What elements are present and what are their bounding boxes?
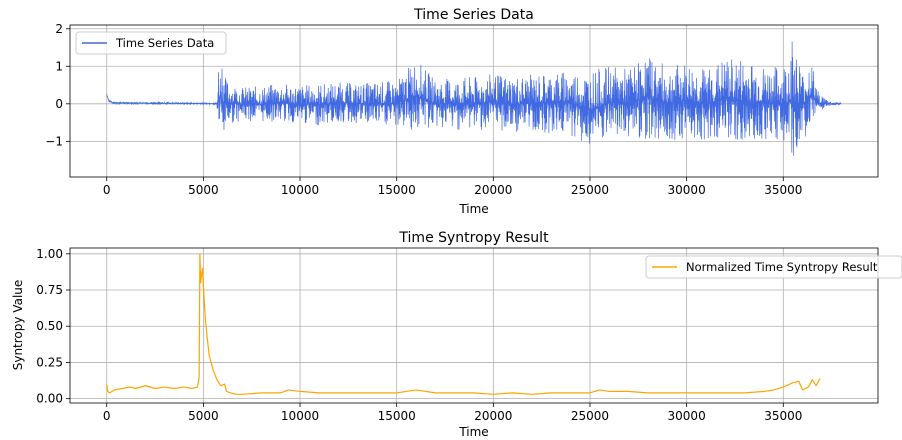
y-tick-label: 0.50 bbox=[36, 319, 63, 333]
x-tick-label: 15000 bbox=[378, 183, 416, 197]
x-ticks: 0 5000 10000 15000 20000 25000 30000 35000 bbox=[103, 403, 802, 423]
legend: Normalized Time Syntropy Result bbox=[645, 255, 902, 279]
x-tick-label: 15000 bbox=[378, 409, 416, 423]
x-tick-label: 20000 bbox=[474, 183, 512, 197]
legend: Time Series Data bbox=[75, 31, 227, 55]
legend-box bbox=[645, 255, 902, 279]
y-tick-label: 1.00 bbox=[36, 247, 63, 261]
legend-box bbox=[75, 31, 227, 55]
y-tick-label: 0.75 bbox=[36, 283, 63, 297]
y-ticks: 2 1 0 −1 bbox=[45, 22, 70, 148]
x-axis-label: Time bbox=[458, 425, 488, 439]
time-series-axes: 0 5000 10000 15000 20000 25000 30000 35000 2 1 0 −… bbox=[45, 7, 879, 216]
x-tick-label: 0 bbox=[103, 183, 111, 197]
syntropy-axes: 0 5000 10000 15000 20000 25000 30000 35000 1.00… bbox=[11, 230, 902, 439]
x-tick-label: 10000 bbox=[281, 183, 319, 197]
x-axis-label: Time bbox=[458, 202, 488, 216]
x-tick-label: 35000 bbox=[764, 183, 802, 197]
x-tick-label: 20000 bbox=[474, 409, 512, 423]
series-line-syntropy bbox=[106, 253, 821, 395]
legend-label: Time Series Data bbox=[115, 36, 214, 50]
x-tick-label: 10000 bbox=[281, 409, 319, 423]
axes-frame bbox=[69, 24, 879, 178]
chart-title: Time Series Data bbox=[413, 7, 534, 23]
series-layer bbox=[106, 41, 842, 156]
series-layer bbox=[106, 253, 821, 395]
x-tick-label: 5000 bbox=[188, 183, 219, 197]
x-tick-label: 30000 bbox=[668, 183, 706, 197]
y-axis-label: Syntropy Value bbox=[11, 280, 25, 371]
series-line-time-series-data bbox=[106, 41, 842, 156]
axes-frame bbox=[69, 247, 879, 404]
y-tick-label: −1 bbox=[45, 134, 63, 148]
x-tick-label: 35000 bbox=[764, 409, 802, 423]
legend-label: Normalized Time Syntropy Result bbox=[686, 260, 878, 274]
x-tick-label: 25000 bbox=[571, 409, 609, 423]
x-tick-label: 30000 bbox=[668, 409, 706, 423]
x-tick-label: 25000 bbox=[571, 183, 609, 197]
y-tick-label: 2 bbox=[55, 22, 63, 36]
grid-lines bbox=[70, 248, 878, 403]
y-ticks: 1.00 0.75 0.50 0.25 0.00 bbox=[36, 247, 70, 406]
x-ticks: 0 5000 10000 15000 20000 25000 30000 35000 bbox=[103, 177, 802, 197]
y-tick-label: 1 bbox=[55, 59, 63, 73]
chart-title: Time Syntropy Result bbox=[398, 230, 549, 246]
x-tick-label: 5000 bbox=[188, 409, 219, 423]
y-tick-label: 0 bbox=[55, 97, 63, 111]
y-tick-label: 0.00 bbox=[36, 392, 63, 406]
x-tick-label: 0 bbox=[103, 409, 111, 423]
y-tick-label: 0.25 bbox=[36, 355, 63, 369]
